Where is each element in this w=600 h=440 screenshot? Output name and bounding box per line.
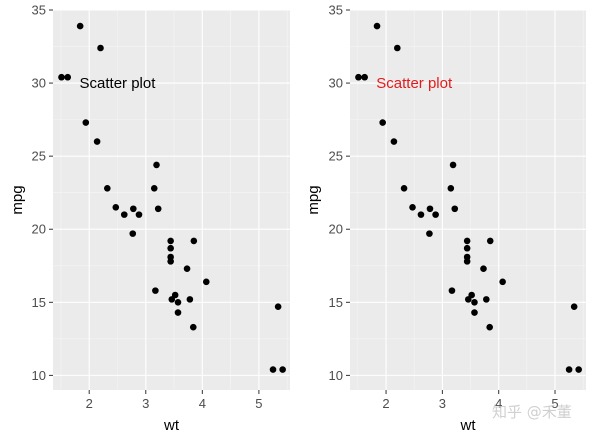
- chart-2-data-point: [400, 185, 408, 192]
- chart-1-y-tick-label: 15: [32, 295, 46, 310]
- chart-2-data-point: [447, 185, 455, 192]
- chart-1-data-point: [190, 237, 198, 245]
- chart-2-x-axis-title: wt: [460, 417, 477, 434]
- chart-2-annotation-text: Scatter plot: [376, 75, 453, 92]
- chart-2-data-point: [426, 205, 434, 213]
- chart-2-x-tick-label: 2: [382, 396, 389, 411]
- chart-1-data-point: [174, 299, 182, 306]
- chart-2-data-point: [463, 244, 471, 252]
- chart-2-y-tick-label: 30: [329, 76, 343, 91]
- chart-1-y-tick-label: 10: [32, 368, 46, 383]
- chart-1-x-tick-label: 4: [199, 396, 206, 411]
- chart-2-x-tick-label: 3: [439, 396, 446, 411]
- chart-1-y-tick-label: 20: [32, 222, 46, 237]
- chart-2-data-point: [361, 73, 368, 81]
- chart-2-x-tick-label: 4: [495, 396, 502, 411]
- chart-1-data-point: [174, 309, 182, 316]
- chart-1-data-point: [152, 287, 159, 294]
- chart-2-data-point: [471, 309, 478, 316]
- chart-1-data-point: [189, 323, 197, 331]
- chart-2-data-point: [409, 204, 416, 211]
- chart-1-data-point: [93, 138, 101, 145]
- chart-1-y-tick-label: 25: [32, 149, 46, 164]
- chart-2-data-point: [432, 211, 439, 218]
- chart-1-data-point: [171, 291, 179, 299]
- chart-1-data-point: [97, 44, 104, 52]
- chart-1-x-tick-label: 3: [142, 396, 149, 411]
- chart-1-data-point: [153, 161, 160, 169]
- chart-1-data-point: [58, 73, 65, 81]
- chart-2-data-point: [486, 237, 494, 245]
- chart-2-data-point: [426, 230, 433, 237]
- chart-2-y-tick-label: 15: [329, 295, 343, 310]
- chart-2-data-point: [468, 291, 475, 299]
- chart-2-data-point: [451, 205, 459, 213]
- chart-2-data-point: [463, 237, 471, 245]
- chart-2-data-point: [417, 211, 425, 218]
- chart-2-y-tick-label: 25: [329, 149, 343, 164]
- chart-2-data-point: [471, 299, 478, 306]
- chart-2-group: 2 3 4 5 10 15 20 25 30 35 Scatter plot wt mpg: [305, 3, 586, 434]
- chart-1-y-axis-title: mpg: [9, 185, 26, 214]
- chart-2-y-tick-label: 20: [329, 222, 343, 237]
- chart-2-data-point: [480, 265, 487, 272]
- chart-1-x-tick-label: 5: [255, 396, 262, 411]
- chart-1-data-point: [167, 253, 174, 261]
- chart-1-x-axis-title: wt: [163, 417, 180, 434]
- chart-2-data-point: [373, 22, 381, 30]
- watermark-text: 知乎 @禾董: [492, 403, 572, 421]
- chart-1-x-tick-label: 2: [86, 396, 93, 411]
- chart-2-data-point: [449, 161, 457, 169]
- chart-1-data-point: [76, 22, 84, 30]
- chart-2-y-tick-label: 10: [329, 368, 343, 383]
- chart-2-data-point: [390, 138, 398, 145]
- chart-1-data-point: [202, 278, 210, 286]
- chart-1-data-point: [130, 205, 137, 213]
- chart-2-y-tick-label: 35: [329, 3, 343, 18]
- chart-1-data-point: [82, 119, 90, 126]
- chart-2-data-point: [575, 366, 582, 373]
- chart-1-data-point: [167, 237, 174, 245]
- chart-2-y-axis-title: mpg: [305, 185, 322, 214]
- chart-1-data-point: [129, 230, 137, 237]
- chart-1-data-point: [167, 244, 174, 252]
- chart-1-y-tick-label: 30: [32, 76, 46, 91]
- chart-2-data-point: [570, 303, 578, 310]
- chart-2-data-point: [483, 296, 490, 303]
- chart-1-data-point: [135, 211, 143, 218]
- chart-1-data-point: [104, 185, 111, 192]
- chart-2-data-point: [486, 323, 493, 331]
- chart-1-data-point: [269, 366, 277, 373]
- chart-1-data-point: [274, 303, 282, 310]
- chart-1-annotation-text: Scatter plot: [80, 75, 157, 92]
- chart-2-data-point: [394, 44, 401, 52]
- chart-2-x-tick-label: 5: [551, 396, 558, 411]
- chart-1-data-point: [64, 73, 72, 81]
- chart-1-data-point: [154, 205, 162, 213]
- chart-2-data-point: [448, 287, 456, 294]
- chart-1-data-point: [279, 366, 286, 373]
- chart-1-data-point: [183, 265, 191, 272]
- chart-1-panel-background: [53, 10, 290, 390]
- chart-2-data-point: [499, 278, 506, 286]
- chart-1-data-point: [186, 296, 194, 303]
- chart-1-data-point: [150, 185, 158, 192]
- chart-2-data-point: [379, 119, 386, 126]
- chart-1-group: 2 3 4 5 10 15 20 25 30 35 Scatter plot wt mpg: [9, 3, 290, 434]
- chart-1-data-point: [112, 204, 120, 211]
- chart-1-y-tick-label: 35: [32, 3, 46, 18]
- chart-2-data-point: [355, 73, 362, 81]
- chart-1-data-point: [120, 211, 128, 218]
- chart-2-panel-background: [350, 10, 586, 390]
- chart-2-data-point: [463, 253, 471, 261]
- chart-2-data-point: [565, 366, 573, 373]
